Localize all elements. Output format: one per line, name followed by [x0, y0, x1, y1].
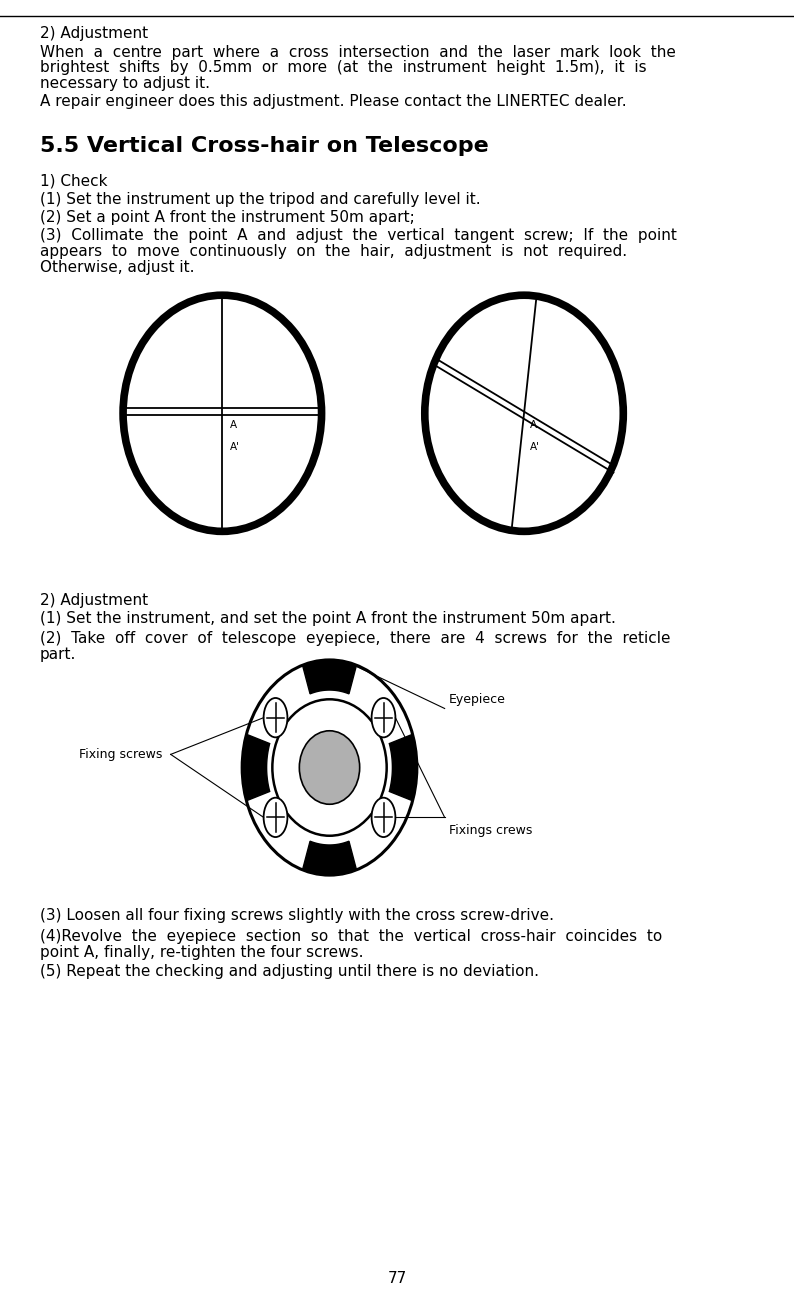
- Text: brightest  shifts  by  0.5mm  or  more  (at  the  instrument  height  1.5m),  it: brightest shifts by 0.5mm or more (at th…: [40, 60, 646, 75]
- Text: (2)  Take  off  cover  of  telescope  eyepiece,  there  are  4  screws  for  the: (2) Take off cover of telescope eyepiece…: [40, 631, 670, 646]
- Polygon shape: [303, 841, 357, 875]
- Text: (5) Repeat the checking and adjusting until there is no deviation.: (5) Repeat the checking and adjusting un…: [40, 964, 538, 979]
- Polygon shape: [242, 735, 270, 800]
- Text: (1) Set the instrument up the tripod and carefully level it.: (1) Set the instrument up the tripod and…: [40, 192, 480, 206]
- Text: appears  to  move  continuously  on  the  hair,  adjustment  is  not  required.: appears to move continuously on the hair…: [40, 244, 626, 258]
- Circle shape: [264, 798, 287, 837]
- Text: 5.5 Vertical Cross-hair on Telescope: 5.5 Vertical Cross-hair on Telescope: [40, 136, 488, 156]
- Text: Eyepiece: Eyepiece: [449, 693, 506, 706]
- Circle shape: [372, 698, 395, 737]
- Text: A: A: [230, 420, 237, 430]
- Text: When  a  centre  part  where  a  cross  intersection  and  the  laser  mark  loo: When a centre part where a cross interse…: [40, 45, 676, 59]
- Text: necessary to adjust it.: necessary to adjust it.: [40, 76, 210, 91]
- Text: 2) Adjustment: 2) Adjustment: [40, 593, 148, 607]
- Text: part.: part.: [40, 647, 76, 661]
- Text: (3) Loosen all four fixing screws slightly with the cross screw-drive.: (3) Loosen all four fixing screws slight…: [40, 908, 553, 922]
- Text: (1) Set the instrument, and set the point A front the instrument 50m apart.: (1) Set the instrument, and set the poin…: [40, 611, 615, 626]
- Text: (3)  Collimate  the  point  A  and  adjust  the  vertical  tangent  screw;  If  : (3) Collimate the point A and adjust the…: [40, 228, 676, 243]
- Text: A: A: [530, 420, 538, 430]
- Ellipse shape: [299, 731, 360, 804]
- Text: (4)Revolve  the  eyepiece  section  so  that  the  vertical  cross-hair  coincid: (4)Revolve the eyepiece section so that …: [40, 929, 662, 943]
- Ellipse shape: [242, 660, 417, 875]
- Text: A repair engineer does this adjustment. Please contact the LINERTEC dealer.: A repair engineer does this adjustment. …: [40, 94, 626, 109]
- Text: A': A': [230, 442, 241, 453]
- Text: 77: 77: [387, 1271, 407, 1286]
- Text: Otherwise, adjust it.: Otherwise, adjust it.: [40, 260, 195, 274]
- Text: Fixing screws: Fixing screws: [79, 748, 163, 761]
- Text: 1) Check: 1) Check: [40, 173, 107, 188]
- Circle shape: [372, 798, 395, 837]
- Circle shape: [264, 698, 287, 737]
- Text: point A, finally, re-tighten the four screws.: point A, finally, re-tighten the four sc…: [40, 945, 363, 959]
- Text: 2) Adjustment: 2) Adjustment: [40, 26, 148, 41]
- Polygon shape: [389, 735, 417, 800]
- Text: (2) Set a point A front the instrument 50m apart;: (2) Set a point A front the instrument 5…: [40, 210, 414, 224]
- Ellipse shape: [272, 699, 387, 836]
- Text: Fixings crews: Fixings crews: [449, 824, 532, 837]
- Text: A': A': [530, 442, 541, 453]
- Polygon shape: [303, 660, 357, 694]
